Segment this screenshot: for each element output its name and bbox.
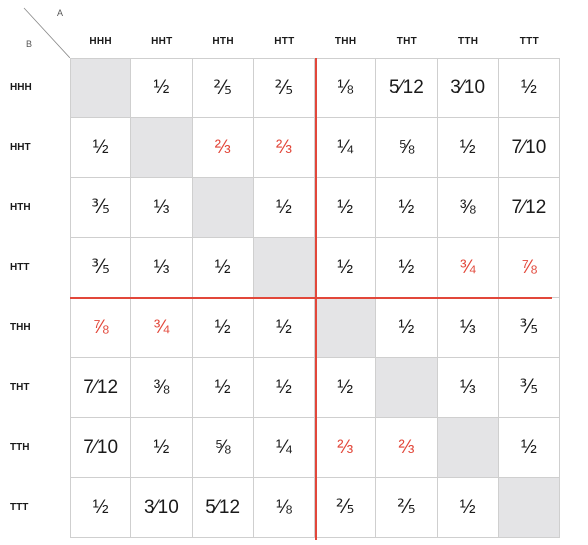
table-cell: ⅔ <box>192 118 254 178</box>
table-cell: ½ <box>131 418 193 478</box>
row-header-tth: TTH <box>10 442 30 453</box>
table-cell: ⅓ <box>437 358 499 418</box>
table-cell: 7⁄10 <box>70 418 132 478</box>
table-cell: ½ <box>192 238 254 298</box>
table-cell: ½ <box>437 478 499 538</box>
table-cell: 3⁄10 <box>131 478 193 538</box>
table-cell: ½ <box>437 118 499 178</box>
row-header-hht: HHT <box>10 142 31 153</box>
row-header-hhh: HHH <box>10 82 32 93</box>
table-cell: ½ <box>131 58 193 118</box>
column-header-htt: HTT <box>274 36 295 47</box>
diagonal-cell <box>253 238 315 298</box>
table-cell: ⅞ <box>498 238 560 298</box>
probability-grid: ½ ⅖ ⅖ ⅛ 5⁄12 3⁄10 ½ ½ ⅔ ⅔ ¼ ⅝ ½ 7⁄10 ⅗ ⅓ ½ ½ ½ ⅜ 7⁄12 ⅗ ⅓ ½ ½ ½ ¾ ⅞… <box>70 58 560 538</box>
table-cell: ½ <box>192 298 254 358</box>
table-cell: 5⁄12 <box>376 58 438 118</box>
table-cell: ⅗ <box>498 298 560 358</box>
table-cell: ⅓ <box>131 238 193 298</box>
column-headers: HHH HHT HTH HTT THH THT TTH TTT <box>70 36 560 58</box>
table-cell: ⅗ <box>498 358 560 418</box>
table-cell: ⅖ <box>376 478 438 538</box>
table-cell: ⅞ <box>70 298 132 358</box>
table-cell: ½ <box>315 358 377 418</box>
row-header-htt: HTT <box>10 262 30 273</box>
table-cell: ½ <box>376 238 438 298</box>
diagonal-cell <box>131 118 193 178</box>
horizontal-divider <box>70 297 552 299</box>
table-cell: ⅖ <box>253 58 315 118</box>
table-cell: ½ <box>498 418 560 478</box>
table-cell: ⅖ <box>315 478 377 538</box>
table-cell: ½ <box>70 118 132 178</box>
column-header-tth: TTH <box>457 36 479 47</box>
table-cell: ⅓ <box>131 178 193 238</box>
table-cell: 7⁄12 <box>70 358 132 418</box>
table-cell: ¼ <box>315 118 377 178</box>
table-cell: ½ <box>315 178 377 238</box>
column-axis-label: A <box>57 8 64 18</box>
diagonal-cell <box>192 178 254 238</box>
table-cell: ½ <box>498 58 560 118</box>
table-cell: ¾ <box>437 238 499 298</box>
table-cell: ½ <box>192 358 254 418</box>
table-cell: ½ <box>253 178 315 238</box>
table-cell: ⅔ <box>315 418 377 478</box>
table-cell: ⅗ <box>70 178 132 238</box>
table-cell: ⅜ <box>131 358 193 418</box>
diagonal-cell <box>70 58 132 118</box>
table-cell: ⅛ <box>315 58 377 118</box>
row-axis-label: B <box>26 39 33 49</box>
diagonal-cell <box>376 358 438 418</box>
table-cell: 3⁄10 <box>437 58 499 118</box>
column-header-hht: HHT <box>151 36 173 47</box>
table-cell: ⅔ <box>376 418 438 478</box>
table-cell: ⅓ <box>437 298 499 358</box>
corner-header <box>23 7 70 58</box>
row-header-tht: THT <box>10 382 30 393</box>
table-cell: ½ <box>253 358 315 418</box>
corner-diagonal-line <box>23 7 70 58</box>
row-headers: HHH HHT HTH HTT THH THT TTH TTT <box>0 58 70 538</box>
table-cell: ¾ <box>131 298 193 358</box>
table-cell: ½ <box>315 238 377 298</box>
table-cell: ½ <box>376 178 438 238</box>
table-cell: 5⁄12 <box>192 478 254 538</box>
table-cell: ⅝ <box>192 418 254 478</box>
column-header-hth: HTH <box>212 36 234 47</box>
table-cell: 7⁄10 <box>498 118 560 178</box>
table-cell: ⅜ <box>437 178 499 238</box>
table-cell: ⅗ <box>70 238 132 298</box>
diagonal-cell <box>315 298 377 358</box>
column-header-hhh: HHH <box>89 36 112 47</box>
column-header-tht: THT <box>396 36 418 47</box>
table-cell: ⅖ <box>192 58 254 118</box>
diagonal-cell <box>437 418 499 478</box>
row-header-hth: HTH <box>10 202 31 213</box>
table-cell: 7⁄12 <box>498 178 560 238</box>
row-header-ttt: TTT <box>10 502 29 513</box>
table-cell: ½ <box>253 298 315 358</box>
table-cell: ⅛ <box>253 478 315 538</box>
table-cell: ⅝ <box>376 118 438 178</box>
diagonal-cell <box>498 478 560 538</box>
table-cell: ¼ <box>253 418 315 478</box>
column-header-ttt: TTT <box>519 36 539 47</box>
table-cell: ½ <box>376 298 438 358</box>
row-header-thh: THH <box>10 322 31 333</box>
column-header-thh: THH <box>334 36 357 47</box>
table-cell: ½ <box>70 478 132 538</box>
table-cell: ⅔ <box>253 118 315 178</box>
vertical-divider <box>315 58 317 540</box>
